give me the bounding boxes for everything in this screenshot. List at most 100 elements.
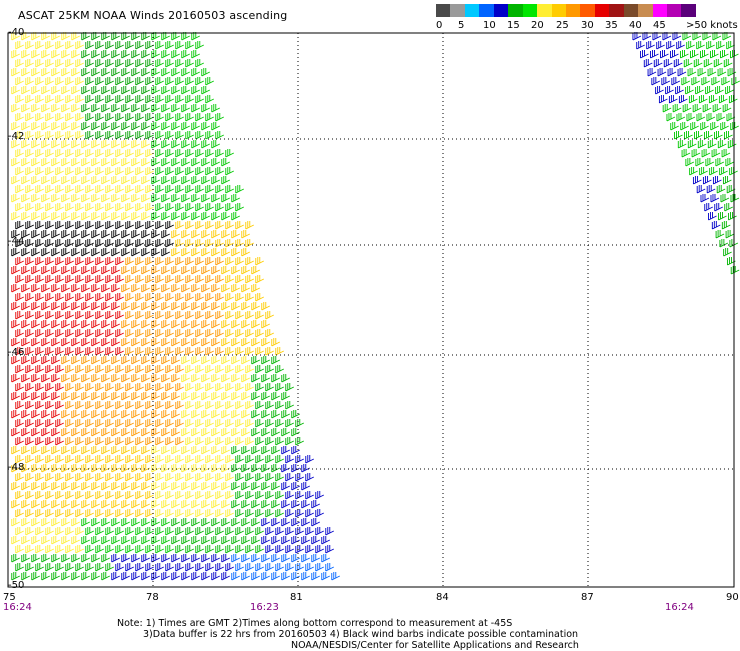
wind-barb [703, 59, 713, 68]
wind-barb [151, 536, 160, 545]
wind-barb [81, 338, 90, 347]
wind-barb [61, 446, 70, 455]
wind-barb [45, 347, 54, 356]
wind-barb [181, 392, 190, 401]
wind-barb [131, 284, 140, 293]
wind-barb [61, 140, 70, 149]
wind-barb [115, 203, 124, 212]
wind-barb [111, 266, 120, 275]
wind-barb [195, 41, 204, 50]
wind-barb [35, 149, 44, 158]
legend-swatch-9 [565, 4, 581, 17]
wind-barb [726, 113, 736, 122]
wind-barb [251, 266, 260, 275]
wind-barb [11, 266, 20, 275]
wind-barb [51, 302, 60, 311]
wind-barb [25, 113, 34, 122]
wind-barb [653, 59, 663, 68]
wind-barb [145, 203, 154, 212]
wind-barb [151, 176, 160, 185]
wind-barb [255, 347, 264, 356]
wind-barb [65, 221, 74, 230]
wind-barb [205, 527, 214, 536]
wind-barb [155, 203, 164, 212]
wind-barb [45, 95, 54, 104]
wind-barb [131, 140, 140, 149]
wind-barb [11, 338, 20, 347]
wind-barb [35, 347, 44, 356]
wind-barb [205, 509, 214, 518]
wind-barb [185, 275, 194, 284]
wind-barb [105, 149, 114, 158]
wind-barb [31, 32, 40, 41]
wind-barb [275, 563, 284, 572]
wind-barb [41, 230, 50, 239]
wind-barb [51, 248, 60, 257]
wind-barb [201, 86, 210, 95]
wind-barb [151, 140, 160, 149]
wind-barb [61, 374, 70, 383]
wind-barb [215, 509, 224, 518]
wind-barb [65, 329, 74, 338]
wind-barb [155, 77, 164, 86]
wind-barb [225, 275, 234, 284]
wind-barb [215, 167, 224, 176]
wind-barb [231, 230, 240, 239]
wind-barb [191, 518, 200, 527]
wind-barb [11, 482, 20, 491]
wind-barb [95, 41, 104, 50]
wind-barb [175, 275, 184, 284]
wind-barb [145, 59, 154, 68]
wind-barb [245, 509, 254, 518]
wind-barb [201, 122, 210, 131]
wind-barb [201, 500, 210, 509]
wind-barb [702, 32, 712, 41]
wind-barb [111, 176, 120, 185]
wind-barb [315, 545, 324, 554]
wind-barb [291, 482, 300, 491]
wind-barb [121, 482, 130, 491]
wind-barb [161, 428, 170, 437]
wind-barb [205, 221, 214, 230]
wind-barb [201, 230, 210, 239]
wind-barb [201, 536, 210, 545]
wind-barb [105, 563, 114, 572]
wind-barb [660, 50, 669, 59]
wind-barb [205, 131, 214, 140]
wind-barb [25, 401, 34, 410]
wind-barb [151, 554, 160, 563]
wind-barb [175, 329, 184, 338]
wind-barb [25, 167, 34, 176]
wind-barb [81, 302, 90, 311]
wind-barb [145, 41, 154, 50]
wind-barb [85, 257, 94, 266]
wind-barb [121, 356, 130, 365]
wind-barb [241, 572, 250, 581]
wind-barb [71, 428, 80, 437]
wind-barb [151, 266, 160, 275]
wind-barb [65, 563, 74, 572]
wind-barb [81, 212, 90, 221]
wind-barb [35, 95, 44, 104]
wind-barb [185, 473, 194, 482]
wind-barb [155, 455, 164, 464]
wind-barb [65, 311, 74, 320]
wind-barb [45, 365, 54, 374]
wind-barb [161, 284, 170, 293]
wind-barb [75, 473, 84, 482]
wind-barb [221, 320, 230, 329]
wind-barb [25, 41, 34, 50]
wind-barb [201, 140, 210, 149]
wind-barb [51, 536, 60, 545]
wind-barb [255, 509, 264, 518]
wind-barb [135, 401, 144, 410]
wind-barb [725, 230, 735, 239]
wind-barb [211, 320, 220, 329]
wind-barb [161, 356, 170, 365]
wind-barb [265, 527, 274, 536]
wind-barb [161, 158, 170, 167]
wind-barb [135, 59, 144, 68]
wind-barb [55, 455, 64, 464]
wind-barb [115, 491, 124, 500]
wind-barb [231, 536, 240, 545]
